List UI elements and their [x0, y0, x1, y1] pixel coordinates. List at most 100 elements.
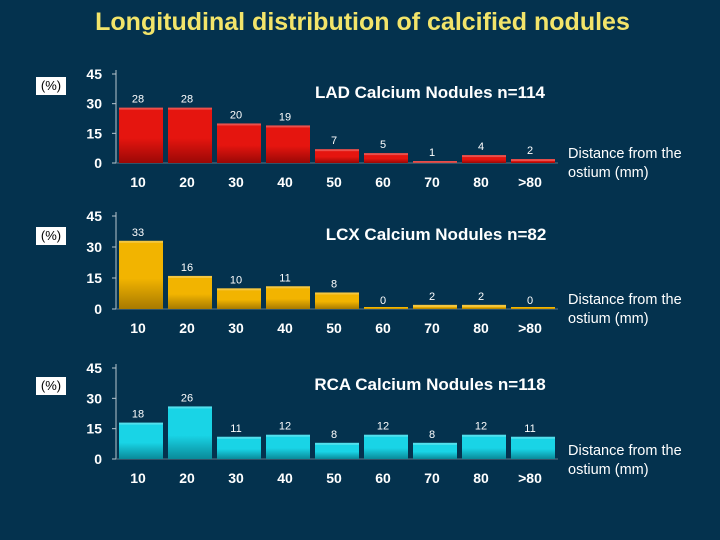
x-tick-label-lcx: 10	[130, 320, 146, 336]
bar-lad-1	[119, 107, 163, 163]
data-label-rca-2: 26	[181, 392, 193, 404]
x-tick-label-lad: 40	[277, 174, 293, 190]
bar-highlight-lad-6	[364, 153, 408, 156]
y-tick-label-rca: 30	[86, 390, 102, 406]
data-label-rca-1: 18	[132, 409, 144, 421]
data-label-lcx-8: 2	[478, 291, 484, 303]
data-label-lcx-4: 11	[279, 272, 290, 284]
bar-highlight-rca-1	[119, 422, 163, 425]
bar-highlight-lcx-7	[413, 304, 457, 307]
y-unit-label-rca: (%)	[36, 377, 66, 395]
data-label-lcx-1: 33	[132, 227, 144, 239]
data-label-rca-4: 12	[279, 421, 291, 433]
x-axis-label-lad: Distance from the ostium (mm)	[568, 146, 682, 181]
bar-rca-2	[168, 406, 212, 459]
data-label-lcx-3: 10	[230, 274, 242, 286]
x-tick-label-lad: 30	[228, 174, 244, 190]
x-tick-label-lad: >80	[518, 174, 542, 190]
x-tick-label-lad: 60	[375, 174, 391, 190]
bar-lcx-4	[266, 286, 310, 309]
y-tick-label-lcx: 15	[86, 270, 102, 286]
bar-lad-8	[462, 155, 506, 163]
x-tick-label-rca: 10	[130, 470, 146, 486]
data-label-lad-7: 1	[429, 147, 435, 159]
bar-lcx-1	[119, 240, 163, 309]
bar-highlight-lcx-2	[168, 275, 212, 278]
x-axis-label-rca: Distance from the ostium (mm)	[568, 443, 682, 478]
y-tick-label-lcx: 45	[86, 208, 102, 224]
x-tick-label-lcx: 40	[277, 320, 293, 336]
chart-title-lad: LAD Calcium Nodules n=114	[315, 83, 546, 102]
bar-lad-2	[168, 107, 212, 163]
bar-lad-5	[315, 149, 359, 163]
bar-highlight-lcx-5	[315, 292, 359, 295]
bar-highlight-lad-2	[168, 107, 212, 110]
x-tick-label-lad: 70	[424, 174, 440, 190]
bar-lcx-7	[413, 304, 457, 309]
bar-rca-1	[119, 422, 163, 459]
x-tick-label-rca: 70	[424, 470, 440, 486]
bar-lcx-5	[315, 292, 359, 309]
data-label-rca-6: 12	[377, 421, 389, 433]
bar-highlight-rca-2	[168, 406, 212, 409]
data-label-lad-1: 28	[132, 94, 144, 106]
x-tick-label-rca: 30	[228, 470, 244, 486]
bar-lcx-3	[217, 288, 261, 309]
bar-lcx-8	[462, 304, 506, 309]
y-tick-label-rca: 45	[86, 360, 102, 376]
bar-highlight-lad-5	[315, 149, 359, 152]
bar-rca-7	[413, 442, 457, 459]
bar-highlight-lcx-3	[217, 288, 261, 291]
x-tick-label-rca: 80	[473, 470, 489, 486]
data-label-lad-4: 19	[279, 111, 291, 123]
bar-highlight-lcx-8	[462, 304, 506, 307]
bar-lad-3	[217, 123, 261, 163]
x-axis-label-lcx: Distance from the ostium (mm)	[568, 292, 682, 327]
y-tick-label-lad: 45	[86, 66, 102, 82]
data-label-rca-3: 11	[230, 423, 241, 435]
bar-lad-9	[511, 159, 555, 163]
chart-title-rca: RCA Calcium Nodules n=118	[314, 375, 545, 394]
bar-highlight-rca-6	[364, 434, 408, 437]
data-label-lcx-5: 8	[331, 278, 337, 290]
x-tick-label-rca: 60	[375, 470, 391, 486]
x-tick-label-lcx: >80	[518, 320, 542, 336]
page-title: Longitudinal distribution of calcified n…	[95, 8, 630, 36]
bar-rca-6	[364, 434, 408, 459]
bar-rca-8	[462, 434, 506, 459]
data-label-lad-3: 20	[230, 109, 242, 121]
x-tick-label-lad: 20	[179, 174, 195, 190]
bar-lad-7	[413, 161, 457, 163]
bar-lad-4	[266, 125, 310, 163]
bar-lcx-9	[511, 307, 555, 309]
bar-highlight-rca-3	[217, 436, 261, 439]
bar-rca-9	[511, 436, 555, 459]
bar-highlight-lad-8	[462, 155, 506, 158]
x-tick-label-lcx: 20	[179, 320, 195, 336]
data-label-rca-8: 12	[475, 421, 487, 433]
bar-highlight-lad-7	[413, 161, 457, 164]
data-label-lcx-7: 2	[429, 291, 435, 303]
chart-title-lcx: LCX Calcium Nodules n=82	[326, 225, 547, 244]
y-tick-label-rca: 15	[86, 421, 102, 437]
bar-rca-5	[315, 442, 359, 459]
x-tick-label-lcx: 80	[473, 320, 489, 336]
data-label-lcx-2: 16	[181, 262, 193, 274]
bar-highlight-rca-7	[413, 442, 457, 445]
data-label-lcx-9: 0	[527, 295, 533, 307]
data-label-lad-5: 7	[331, 135, 337, 147]
bar-rca-4	[266, 434, 310, 459]
y-unit-label-lad: (%)	[36, 77, 66, 95]
x-tick-label-rca: >80	[518, 470, 542, 486]
bar-highlight-rca-4	[266, 434, 310, 437]
bar-highlight-rca-5	[315, 442, 359, 445]
y-tick-label-lad: 15	[86, 125, 102, 141]
data-label-lad-2: 28	[181, 94, 193, 106]
x-tick-label-lad: 50	[326, 174, 342, 190]
bar-highlight-lad-4	[266, 125, 310, 128]
bar-highlight-lcx-4	[266, 286, 310, 289]
bar-highlight-lad-3	[217, 123, 261, 126]
y-unit-label-lcx: (%)	[36, 227, 66, 245]
data-label-rca-7: 8	[429, 429, 435, 441]
x-tick-label-lcx: 50	[326, 320, 342, 336]
